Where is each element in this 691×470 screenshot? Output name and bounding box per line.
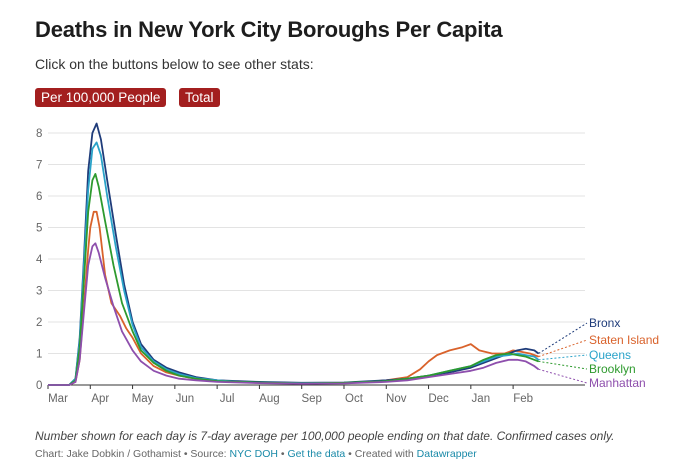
- per-capita-button[interactable]: Per 100,000 People: [35, 88, 167, 107]
- y-tick-label: 6: [36, 191, 42, 203]
- y-tick-label: 0: [36, 380, 42, 392]
- x-tick-label: Jul: [220, 393, 235, 405]
- source-link[interactable]: NYC DOH: [229, 448, 278, 460]
- footer-sep-source: • Source:: [180, 448, 230, 460]
- chart-title: Deaths in New York City Boroughs Per Cap…: [35, 17, 503, 42]
- end-label-connector: [538, 360, 588, 370]
- x-tick-label: Nov: [386, 393, 407, 405]
- y-tick-label: 3: [36, 286, 42, 298]
- footer-sep-created: • Created with: [345, 448, 417, 460]
- series-line-brooklyn: [48, 173, 539, 386]
- end-label: Queens: [589, 348, 631, 362]
- y-tick-label: 2: [36, 317, 42, 329]
- y-tick-label: 5: [36, 223, 42, 235]
- y-tick-label: 8: [36, 128, 42, 140]
- x-tick-label: Dec: [428, 393, 449, 405]
- chart-note: Number shown for each day is 7-day avera…: [35, 429, 615, 443]
- x-tick-label: Apr: [91, 393, 109, 405]
- datawrapper-link[interactable]: Datawrapper: [416, 448, 477, 460]
- y-tick-label: 4: [36, 254, 43, 266]
- x-tick-label: Jun: [176, 393, 195, 405]
- x-tick-label: Jan: [472, 393, 491, 405]
- series-line-manhattan: [48, 242, 540, 386]
- end-label-connector: [538, 368, 588, 384]
- x-tick-label: Mar: [48, 393, 68, 405]
- end-label-connector: [538, 322, 588, 354]
- series-line-bronx: [48, 122, 540, 386]
- x-tick-label: Aug: [259, 393, 279, 405]
- total-button[interactable]: Total: [179, 88, 220, 107]
- x-tick-label: Feb: [513, 393, 533, 405]
- x-tick-label: Sep: [301, 393, 321, 405]
- footer-author: Chart: Jake Dobkin / Gothamist: [35, 448, 181, 460]
- end-label: Staten Island: [589, 333, 659, 347]
- footer-sep: •: [277, 448, 288, 460]
- y-tick-label: 7: [36, 160, 42, 172]
- y-tick-label: 1: [36, 349, 42, 361]
- chart-subtitle: Click on the buttons below to see other …: [35, 56, 314, 72]
- get-data-link[interactable]: Get the data: [287, 448, 346, 460]
- chart-footer: Chart: Jake Dobkin / Gothamist • Source:…: [35, 448, 477, 460]
- x-tick-label: May: [132, 393, 154, 405]
- end-label: Bronx: [589, 316, 620, 330]
- end-label-connector: [538, 339, 588, 358]
- end-label-connector: [538, 354, 588, 361]
- end-label: Manhattan: [589, 376, 646, 390]
- x-tick-label: Oct: [345, 393, 364, 405]
- end-label: Brooklyn: [589, 362, 636, 376]
